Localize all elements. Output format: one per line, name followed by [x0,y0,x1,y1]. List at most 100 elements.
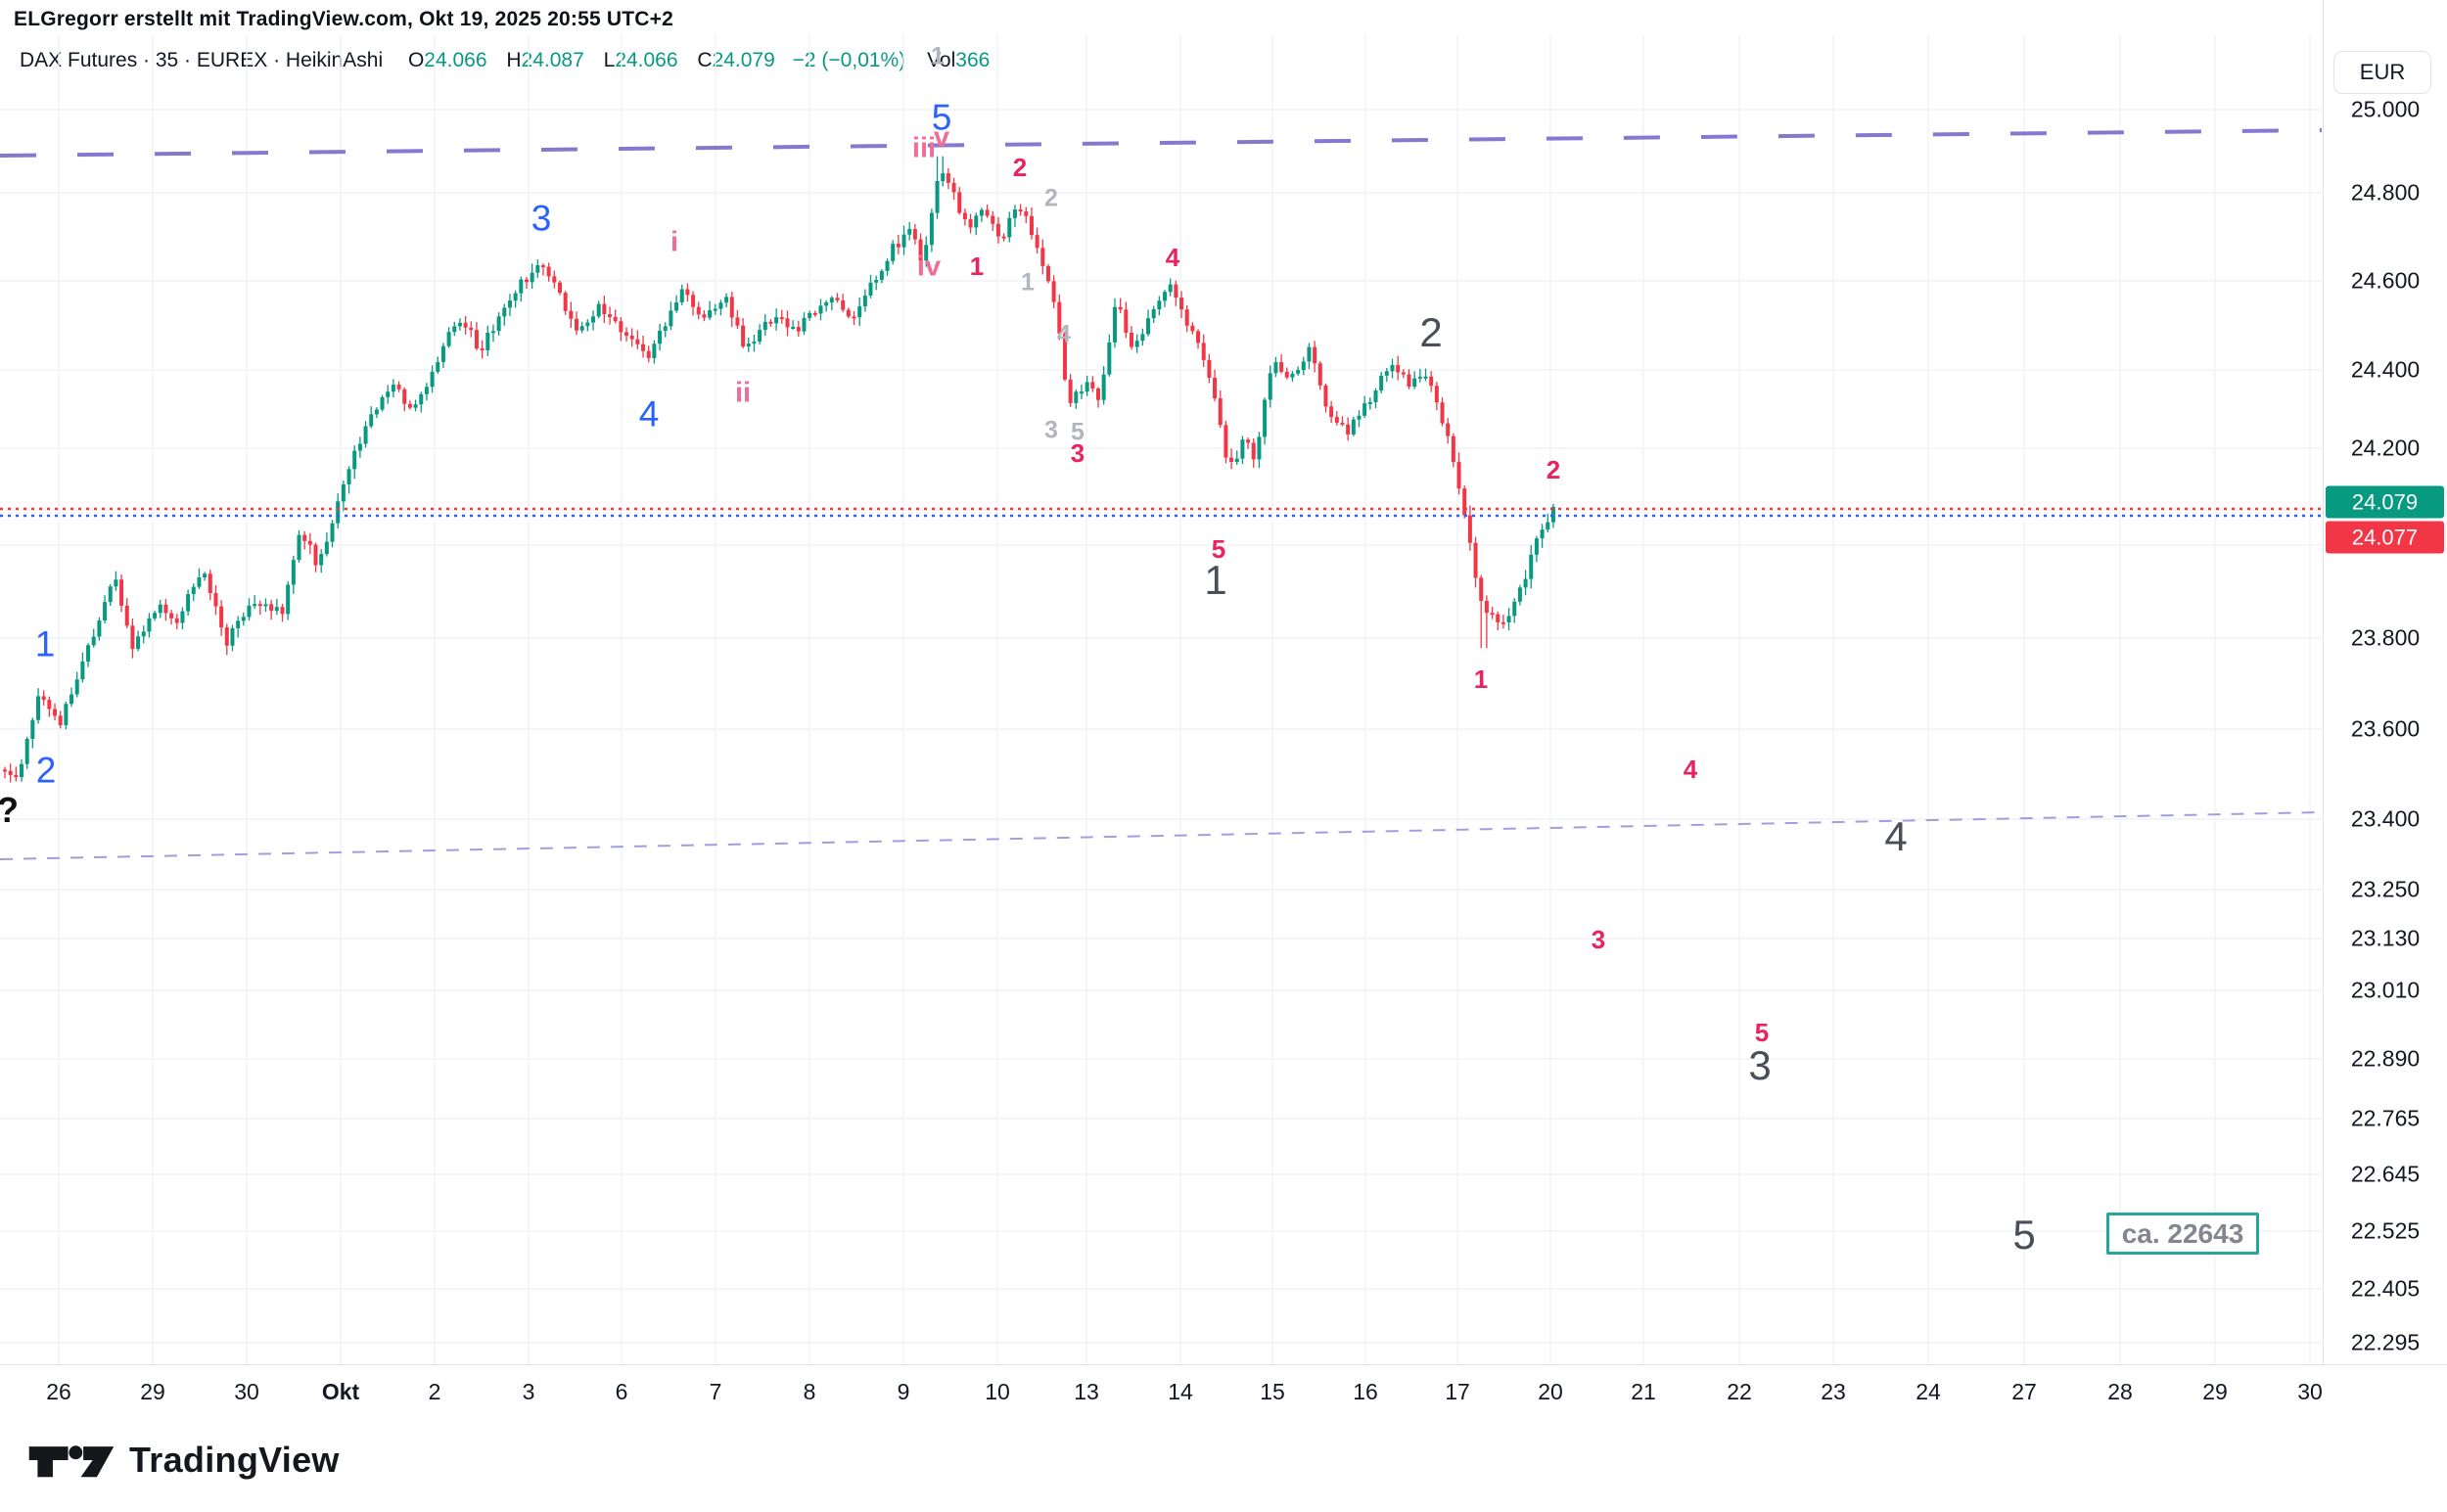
date-tick-23: 23 [1821,1379,1846,1404]
price-tick-22.645: 22.645 [2350,1161,2421,1187]
date-tick-14: 14 [1168,1379,1193,1404]
trendline-drawings[interactable] [0,128,2322,860]
tradingview-logo-text: TradingView [129,1440,340,1480]
wave-label-pink-ii[interactable]: ii [734,377,752,409]
date-tick-30: 30 [234,1379,259,1404]
date-tick-27: 27 [2011,1379,2037,1404]
wave-label-dark-1[interactable]: 1 [1204,557,1227,603]
wave-label-pink-v[interactable]: v [933,121,950,154]
wave-label-blue-4[interactable]: 4 [638,393,660,435]
volume-label: Vol [927,49,956,71]
wave-label-pink-i[interactable]: i [669,226,679,258]
date-tick-20: 20 [1538,1379,1563,1404]
wave-label-blue-1[interactable]: 1 [34,623,56,664]
wave-label-red-3[interactable]: 3 [1070,438,1085,468]
price-tick-25.000: 25.000 [2350,96,2421,122]
wave-label-red-2[interactable]: 2 [1012,153,1028,182]
tradingview-logo-icon [28,1445,115,1478]
price-tick-24.800: 24.800 [2350,179,2421,206]
price-tick-22.405: 22.405 [2350,1275,2421,1302]
open-value: 24.066 [424,49,487,71]
date-tick-7: 7 [709,1379,722,1404]
low-value: 24.066 [615,49,678,71]
price-tick-23.250: 23.250 [2350,876,2421,902]
low-label: L [603,49,616,71]
wave-label-pink-iii[interactable]: iii [911,132,937,164]
price-target-box[interactable]: ca. 22643 [2106,1213,2259,1255]
price-tick-23.010: 23.010 [2350,977,2421,1003]
wave-label-red-4[interactable]: 4 [1683,755,1698,784]
wave-label-gray-3[interactable]: 3 [1044,416,1058,444]
tradingview-logo[interactable]: TradingView [27,1435,340,1486]
wave-label-blue-3[interactable]: 3 [531,198,552,239]
wave-label-dark-5[interactable]: 5 [2012,1212,2036,1258]
price-tick-22.890: 22.890 [2350,1045,2421,1072]
time-axis[interactable]: 26 29 30 Okt 2 3 6 7 8 9 10 13 14 15 16 17 20 21 22 23 24 27 2… [0,1364,2447,1425]
date-tick-17: 17 [1445,1379,1470,1404]
prev-price-badge: 24.077 [2326,521,2444,554]
wave-label-gray-1[interactable]: 1 [1021,268,1035,297]
date-tick-21: 21 [1631,1379,1656,1404]
currency-button[interactable]: EUR [2333,51,2431,94]
price-chart-canvas[interactable] [0,0,2322,1364]
wave-label-red-1[interactable]: 1 [1473,664,1489,694]
change-value: −2 (−0,01%) [792,49,906,71]
wave-label-black-?[interactable]: ? [0,793,19,828]
chart-credit-text: ELGregorr erstellt mit TradingView.com, … [14,8,673,30]
wave-label-gray-5[interactable]: 5 [1071,418,1085,446]
date-tick-29: 29 [2202,1379,2228,1404]
heikin-ashi-candles [3,156,1555,783]
date-tick-24: 24 [1916,1379,1941,1404]
close-label: C [697,49,713,71]
wave-label-dark-4[interactable]: 4 [1884,813,1908,859]
last-price-badge: 24.079 [2326,485,2444,519]
price-tick-23.800: 23.800 [2350,624,2421,651]
price-tick-23.600: 23.600 [2350,715,2421,742]
price-tick-24.400: 24.400 [2350,356,2421,383]
wave-label-dark-3[interactable]: 3 [1748,1042,1772,1088]
price-tick-23.400: 23.400 [2350,805,2421,832]
date-tick-10: 10 [985,1379,1010,1404]
symbol-title[interactable]: DAX Futures · 35 · EUREX · HeikinAshi [20,49,384,71]
chart-gridlines [0,35,2322,1364]
wave-label-blue-5[interactable]: 5 [931,97,952,138]
date-tick-29: 29 [140,1379,165,1404]
volume-value: 366 [955,49,991,71]
close-value: 24.079 [712,49,775,71]
price-tick-24.600: 24.600 [2350,267,2421,294]
high-label: H [506,49,522,71]
wave-label-gray-2[interactable]: 2 [1044,184,1058,212]
date-tick-9: 9 [897,1379,910,1404]
wave-label-red-2[interactable]: 2 [1546,455,1561,484]
date-tick-6: 6 [615,1379,628,1404]
price-tick-23.130: 23.130 [2350,925,2421,951]
wave-label-red-3[interactable]: 3 [1591,925,1606,954]
symbol-legend[interactable]: DAX Futures · 35 · EUREX · HeikinAshi O2… [20,49,990,72]
date-tick-16: 16 [1353,1379,1378,1404]
date-tick-13: 13 [1074,1379,1099,1404]
wave-label-red-5[interactable]: 5 [1754,1018,1770,1047]
price-tick-22.525: 22.525 [2350,1217,2421,1244]
price-axis[interactable]: EUR 25.000 24.800 24.600 24.400 24.200 23.800… [2323,0,2447,1364]
date-tick-30: 30 [2297,1379,2323,1404]
price-tick-22.295: 22.295 [2350,1329,2421,1355]
wave-label-red-1[interactable]: 1 [969,252,985,281]
high-value: 24.087 [521,49,584,71]
date-tick-22: 22 [1727,1379,1752,1404]
wave-label-pink-iv[interactable]: iv [916,251,942,283]
wave-label-dark-2[interactable]: 2 [1419,309,1443,355]
date-tick-26: 26 [46,1379,71,1404]
date-tick-2: 2 [428,1379,441,1404]
wave-label-red-5[interactable]: 5 [1211,534,1226,564]
date-tick-15: 15 [1260,1379,1285,1404]
wave-label-blue-2[interactable]: 2 [35,750,57,791]
date-tick-8: 8 [803,1379,816,1404]
wave-label-red-4[interactable]: 4 [1165,243,1180,272]
price-tick-22.765: 22.765 [2350,1105,2421,1131]
open-label: O [407,49,425,71]
date-tick-Okt: Okt [321,1379,360,1404]
price-tick-24.200: 24.200 [2350,435,2421,461]
wave-label-gray-4[interactable]: 4 [1057,320,1071,348]
wave-label-gray-1[interactable]: 1 [931,42,945,70]
